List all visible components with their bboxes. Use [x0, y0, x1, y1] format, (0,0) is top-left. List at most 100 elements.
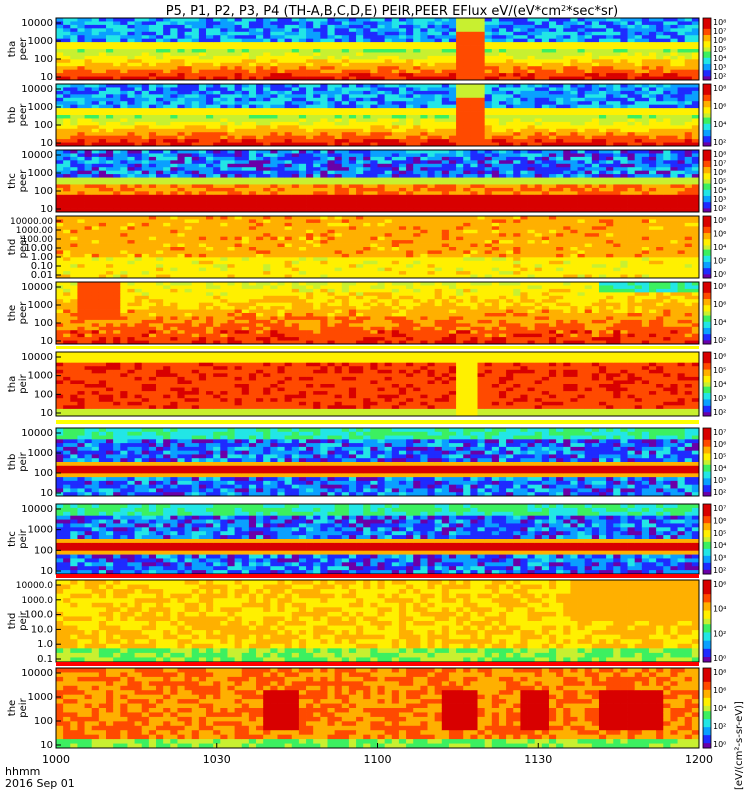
- spectrogram-cell: [270, 94, 278, 98]
- spectrogram-cell: [213, 70, 221, 74]
- spectrogram-cell: [563, 21, 571, 25]
- spectrogram-cell: [277, 52, 285, 56]
- spectrogram-cell: [70, 28, 78, 32]
- spectrogram-cell: [620, 73, 628, 77]
- spectrogram-cell: [277, 46, 285, 50]
- spectrogram-cell: [678, 35, 686, 39]
- spectrogram-cell: [485, 46, 493, 50]
- spectrogram-cell: [120, 94, 128, 98]
- spectrogram-cell: [177, 70, 185, 74]
- spectrogram-cell: [285, 91, 293, 95]
- spectrogram-cell: [120, 91, 128, 95]
- colorbar-tick-label: 10⁶: [713, 36, 726, 45]
- spectrogram-cell: [563, 18, 571, 22]
- spectrogram-cell: [635, 39, 643, 43]
- spectrogram-cell: [92, 52, 100, 56]
- spectrogram-cell: [177, 108, 185, 112]
- spectrogram-cell: [642, 73, 650, 77]
- spectrogram-cell: [227, 125, 235, 129]
- spectrogram-cell: [342, 46, 350, 50]
- spectrogram-cell: [606, 42, 614, 46]
- spectrogram-cell: [456, 59, 464, 63]
- spectrogram-cell: [620, 46, 628, 50]
- spectrogram-cell: [342, 42, 350, 46]
- spectrogram-cell: [156, 42, 164, 46]
- spectrogram-cell: [192, 108, 200, 112]
- spectrogram-cell: [335, 122, 343, 126]
- spectrogram-cell: [249, 59, 257, 63]
- spectrogram-cell: [113, 56, 121, 60]
- spectrogram-cell: [578, 28, 586, 32]
- spectrogram-cell: [335, 21, 343, 25]
- spectrogram-cell: [242, 66, 250, 70]
- spectrogram-cell: [606, 66, 614, 70]
- spectrogram-cell: [385, 118, 393, 122]
- spectrogram-cell: [599, 32, 607, 36]
- spectrogram-cell: [506, 49, 514, 53]
- spectrogram-cell: [56, 115, 64, 119]
- spectrogram-cell: [113, 25, 121, 29]
- spectrogram-cell: [406, 18, 414, 22]
- spectrogram-cell: [428, 112, 436, 116]
- spectrogram-cell: [413, 52, 421, 56]
- spectrogram-cell: [227, 21, 235, 25]
- spectrogram-panels: 10100100010000tha peer10²10³10⁴10⁵10⁶10⁷1…: [7, 18, 726, 751]
- spectrogram-cell: [570, 59, 578, 63]
- spectrogram-cell: [349, 66, 357, 70]
- spectrogram-cell: [385, 125, 393, 129]
- spectrogram-cell: [313, 42, 321, 46]
- spectrogram-cell: [649, 32, 657, 36]
- spectrogram-cell: [192, 63, 200, 67]
- spectrogram-cell: [485, 66, 493, 70]
- spectrogram-cell: [606, 59, 614, 63]
- spectrogram-cell: [70, 94, 78, 98]
- spectrogram-cell: [177, 21, 185, 25]
- spectrogram-cell: [478, 122, 486, 126]
- spectrogram-cell: [378, 112, 386, 116]
- spectrogram-cell: [478, 105, 486, 109]
- spectrogram-cell: [285, 39, 293, 43]
- spectrogram-cell: [420, 84, 428, 88]
- spectrogram-cell: [399, 136, 407, 140]
- spectrogram-cell: [613, 46, 621, 50]
- spectrogram-cell: [585, 73, 593, 77]
- spectrogram-cell: [306, 101, 314, 105]
- spectrogram-cell: [670, 73, 678, 77]
- spectrogram-cell: [370, 73, 378, 77]
- spectrogram-cell: [327, 18, 335, 22]
- spectrogram-cell: [199, 59, 207, 63]
- spectrogram-cell: [142, 52, 150, 56]
- spectrogram-cell: [177, 63, 185, 67]
- spectrogram-cell: [420, 136, 428, 140]
- spectrogram-cell: [692, 35, 700, 39]
- spectrogram-cell: [506, 42, 514, 46]
- spectrogram-cell: [285, 125, 293, 129]
- spectrogram-cell: [342, 84, 350, 88]
- spectrogram-cell: [156, 25, 164, 29]
- spectrogram-cell: [106, 46, 114, 50]
- spectrogram-cell: [135, 28, 143, 32]
- spectrogram-cell: [99, 73, 107, 77]
- spectrogram-cell: [678, 46, 686, 50]
- spectrogram-cell: [506, 63, 514, 67]
- spectrogram-cell: [392, 52, 400, 56]
- spectrogram-cell: [99, 122, 107, 126]
- spectrogram-cell: [306, 91, 314, 95]
- spectrogram-cell: [135, 66, 143, 70]
- spectrogram-cell: [270, 118, 278, 122]
- spectrogram-cell: [313, 28, 321, 32]
- spectrogram-cell: [220, 125, 228, 129]
- spectrogram-cell: [327, 39, 335, 43]
- spectrogram-cell: [435, 49, 443, 53]
- spectrogram-cell: [113, 63, 121, 67]
- spectrogram-cell: [378, 52, 386, 56]
- spectrogram-cell: [170, 136, 178, 140]
- spectrogram-cell: [613, 56, 621, 60]
- spectrogram-cell: [528, 28, 536, 32]
- spectrogram-cell: [542, 21, 550, 25]
- spectrogram-cell: [670, 66, 678, 70]
- spectrogram-cell: [299, 63, 307, 67]
- spectrogram-cell: [663, 70, 671, 74]
- spectrogram-cell: [92, 125, 100, 129]
- spectrogram-cell: [170, 49, 178, 53]
